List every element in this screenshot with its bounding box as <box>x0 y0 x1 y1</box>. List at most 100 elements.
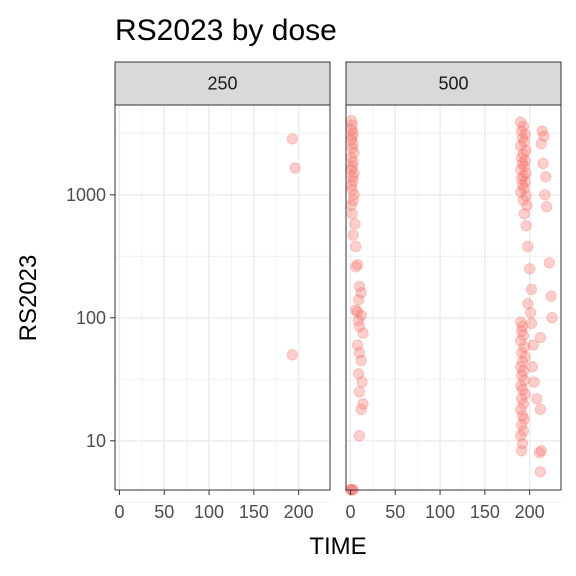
data-point <box>350 304 362 317</box>
data-point <box>515 125 528 137</box>
data-point <box>516 157 529 170</box>
data-point <box>514 316 527 328</box>
data-point <box>519 154 531 167</box>
data-point <box>514 361 527 373</box>
data-point <box>346 171 358 183</box>
data-point <box>520 167 532 179</box>
chart-title: RS2023 by dose <box>115 14 337 47</box>
data-point <box>355 403 367 416</box>
data-point <box>517 194 530 207</box>
data-point <box>540 201 553 213</box>
data-point <box>355 286 367 299</box>
data-point <box>536 125 548 137</box>
data-point <box>355 309 367 321</box>
data-point <box>528 376 540 388</box>
data-point <box>353 430 366 442</box>
data-point <box>353 280 366 293</box>
data-point <box>515 347 528 359</box>
data-point <box>516 437 529 450</box>
data-point <box>347 175 359 187</box>
data-point <box>518 413 530 425</box>
data-point <box>348 167 360 179</box>
data-point <box>539 189 551 201</box>
facet-strip-label: 250 <box>207 74 237 94</box>
data-point <box>515 325 528 337</box>
data-point <box>514 380 527 392</box>
data-point <box>517 398 530 410</box>
data-point <box>353 347 366 359</box>
data-point <box>515 392 528 405</box>
panel-border <box>345 104 562 491</box>
data-point <box>517 148 530 160</box>
data-point <box>538 130 550 142</box>
x-tick-label: 0 <box>114 502 124 522</box>
y-tick-label: 10 <box>86 431 106 451</box>
data-point <box>531 392 543 405</box>
data-point <box>537 157 549 170</box>
data-point <box>346 160 358 173</box>
x-tick-label: 50 <box>385 502 405 522</box>
data-point <box>514 186 527 198</box>
panel-background <box>115 105 330 490</box>
data-point <box>522 298 534 310</box>
x-axis-title: TIME <box>309 533 366 560</box>
panel-border <box>114 104 331 491</box>
data-point <box>525 283 538 296</box>
data-point <box>519 128 531 141</box>
data-point <box>523 263 536 275</box>
panel-background <box>346 105 561 490</box>
data-point <box>347 229 359 241</box>
data-point <box>357 398 369 410</box>
data-point <box>347 194 359 207</box>
data-point <box>519 388 531 400</box>
data-point <box>289 162 301 174</box>
data-point <box>518 208 530 220</box>
data-point <box>520 144 532 156</box>
data-point <box>346 142 358 154</box>
data-point <box>518 341 530 353</box>
data-point <box>533 447 546 459</box>
data-point <box>350 240 362 253</box>
x-tick-label: 200 <box>515 502 545 522</box>
x-tick-label: 0 <box>345 502 355 522</box>
data-point <box>352 314 365 327</box>
data-point <box>353 320 366 333</box>
data-point <box>286 349 299 361</box>
data-point <box>352 294 365 306</box>
data-point <box>527 339 539 351</box>
data-point <box>349 218 361 230</box>
data-point <box>545 290 557 302</box>
y-axis-title: RS2023 <box>15 255 42 342</box>
data-point <box>543 257 556 269</box>
data-point <box>517 365 530 377</box>
data-point <box>346 184 358 196</box>
facet-panel-500: 500 0 50 100 150 200 <box>344 61 562 522</box>
data-point <box>535 445 547 457</box>
data-point <box>355 354 367 367</box>
data-point <box>535 138 547 150</box>
data-point <box>515 152 528 164</box>
data-point <box>524 307 537 319</box>
data-point <box>356 376 368 388</box>
data-point <box>516 355 529 368</box>
facet-panel-250: 250 0 50 100 150 200 10 100 1000 <box>66 61 331 522</box>
data-point <box>346 130 358 142</box>
data-point <box>514 403 527 416</box>
data-point <box>517 170 530 182</box>
data-point <box>518 374 530 387</box>
data-point <box>353 386 366 398</box>
data-point <box>534 331 547 344</box>
data-point <box>357 327 369 339</box>
data-point <box>516 320 529 333</box>
data-point <box>346 208 358 220</box>
facet-panels: 250 0 50 100 150 200 10 100 1000 500 0 50 100 150 200 <box>66 61 562 522</box>
data-point <box>520 220 532 232</box>
data-point <box>348 146 360 159</box>
data-point <box>351 306 364 318</box>
data-point <box>514 335 527 347</box>
data-point <box>286 133 299 145</box>
data-point <box>514 116 527 128</box>
data-point <box>348 189 360 201</box>
data-point <box>516 132 529 144</box>
